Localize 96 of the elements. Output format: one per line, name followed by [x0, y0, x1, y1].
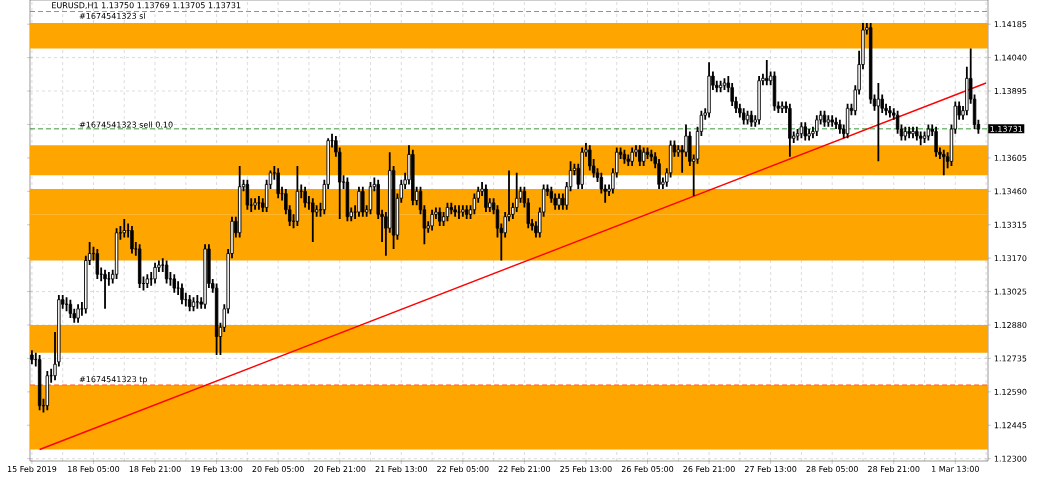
x-tick-label: 22 Feb 21:00 [498, 465, 551, 473]
candlestick [803, 121, 807, 142]
candlestick [926, 123, 931, 142]
candlestick [765, 59, 769, 87]
candlestick [461, 204, 465, 218]
candlestick [45, 370, 50, 412]
candlestick [749, 109, 754, 128]
candlestick [438, 206, 442, 227]
y-tick-label: 1.13460 [994, 188, 1027, 195]
x-tick-label: 26 Feb 05:00 [621, 465, 674, 473]
x-tick-label: 27 Feb 13:00 [744, 465, 797, 473]
candlestick [918, 130, 923, 147]
candlestick [172, 273, 176, 294]
candlestick [357, 185, 361, 218]
x-tick-label: 19 Feb 13:00 [191, 465, 243, 473]
candlestick [245, 178, 250, 211]
y-tick-label: 1.12300 [994, 455, 1027, 462]
candlestick [449, 201, 454, 216]
candlestick [311, 197, 315, 243]
candlestick [630, 146, 634, 167]
candlestick [37, 354, 42, 412]
candlestick [707, 61, 711, 119]
y-tick-label: 1.14185 [994, 21, 1027, 28]
y-tick-label: 1.13315 [994, 221, 1027, 228]
ref-line-label: #1674541323 sell 0.10 [79, 121, 173, 128]
text: 1.13731 [990, 125, 1023, 132]
x-tick-label: 22 Feb 05:00 [437, 465, 489, 473]
candlestick [295, 165, 300, 227]
y-tick-label: 1.13170 [994, 255, 1027, 262]
candlestick [237, 165, 242, 239]
candlestick [203, 243, 207, 310]
candlestick [122, 218, 126, 239]
chart-title: EURUSD,H1 1.13750 1.13769 1.13705 1.13731 [52, 2, 241, 10]
candlestick [826, 114, 831, 128]
candlestick [557, 192, 561, 211]
y-tick-label: 1.12445 [994, 422, 1027, 429]
candlestick [788, 102, 792, 158]
candlestick [641, 146, 646, 167]
candlestick [780, 100, 784, 114]
candlestick [137, 243, 142, 290]
candlestick [741, 107, 746, 126]
candlestick [276, 167, 280, 200]
x-tick-label: 1 Mar 13:00 [932, 465, 979, 472]
candlestick [915, 125, 919, 142]
candlestick [153, 261, 157, 285]
candlestick [95, 248, 100, 280]
x-tick-label: 28 Feb 21:00 [868, 465, 920, 473]
candlestick [76, 303, 80, 324]
candlestick [888, 105, 892, 119]
candlestick [907, 125, 911, 140]
candlestick [903, 125, 908, 142]
x-tick-label: 28 Feb 05:00 [806, 465, 858, 473]
y-tick-label: 1.14040 [994, 54, 1027, 61]
y-tick-label: 1.12880 [994, 321, 1027, 329]
y-tick-label: 1.12735 [994, 355, 1027, 362]
candlestick [430, 208, 434, 232]
candlestick [638, 144, 642, 167]
candlestick [103, 268, 107, 310]
candlestick [911, 125, 915, 140]
x-tick-label: 18 Feb 21:00 [129, 465, 181, 473]
candlestick [464, 204, 469, 220]
ref-line-label: #1674541323 sl [79, 12, 145, 19]
candlestick [934, 125, 938, 158]
x-tick-label: 20 Feb 21:00 [314, 465, 366, 473]
candlestick [411, 148, 415, 207]
x-tick-label: 21 Feb 13:00 [375, 465, 427, 473]
x-tick-label: 15 Feb 2019 [7, 465, 57, 473]
candlestick [484, 183, 488, 213]
candlestick [757, 75, 761, 126]
candlestick [838, 118, 842, 135]
y-tick-label: 1.13605 [994, 154, 1027, 161]
candlestick [145, 273, 150, 290]
x-tick-label: 20 Feb 05:00 [252, 465, 304, 473]
ref-line-label: #1674541323 tp [79, 376, 147, 384]
y-tick-label: 1.13895 [994, 88, 1027, 95]
candlestick [130, 224, 134, 255]
candlestick [214, 282, 219, 356]
candlestick [187, 294, 192, 313]
candlestick [830, 114, 834, 128]
y-tick-label: 1.12590 [994, 388, 1027, 395]
candlestick [815, 114, 819, 137]
candlestick [361, 185, 365, 218]
candlestick [718, 79, 723, 94]
y-tick-label: 1.13025 [994, 288, 1027, 295]
candlestick [253, 197, 257, 211]
candlestick [834, 116, 838, 130]
candlestick [453, 204, 457, 218]
x-tick-label: 26 Feb 21:00 [683, 465, 735, 473]
x-tick-label: 25 Feb 13:00 [560, 465, 612, 473]
candlestick [876, 82, 881, 163]
candlestick [303, 185, 307, 209]
candlestick [942, 148, 946, 177]
candlestick [580, 146, 584, 190]
candlestick [180, 282, 184, 306]
x-tick-label: 18 Feb 05:00 [68, 465, 120, 473]
candlestick [68, 298, 73, 319]
